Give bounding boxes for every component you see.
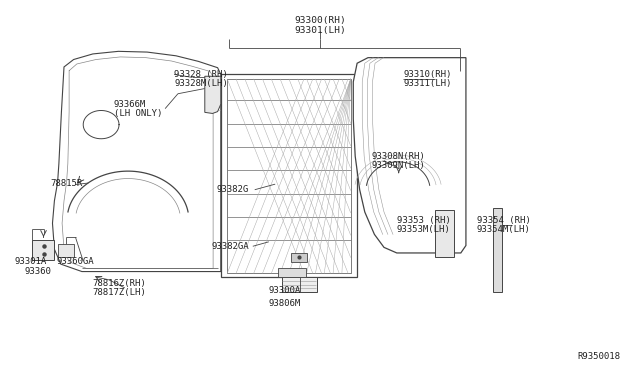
Polygon shape [221,74,357,277]
Polygon shape [435,210,454,257]
Text: 93806M: 93806M [269,299,301,308]
Text: 93309N(LH): 93309N(LH) [371,161,425,170]
Text: 93382GA: 93382GA [211,242,249,251]
Polygon shape [353,58,466,253]
Text: 93366M: 93366M [114,100,146,109]
Polygon shape [291,253,307,262]
Text: 93382G: 93382G [216,185,248,194]
Text: 93328 (RH): 93328 (RH) [174,70,228,79]
Text: 78816Z(RH): 78816Z(RH) [93,279,147,288]
Text: 93311(LH): 93311(LH) [403,79,452,88]
Text: 93301(LH): 93301(LH) [294,26,346,35]
Text: R9350018: R9350018 [578,352,621,361]
Polygon shape [278,268,306,277]
Polygon shape [493,208,502,292]
Text: 93300A: 93300A [269,286,301,295]
Text: 93301A: 93301A [14,257,46,266]
Text: 78817Z(LH): 78817Z(LH) [93,288,147,297]
Text: 93360: 93360 [24,267,51,276]
Polygon shape [282,277,317,292]
Polygon shape [52,51,221,272]
Polygon shape [32,240,54,260]
Text: 93353M(LH): 93353M(LH) [397,225,451,234]
Text: 93310(RH): 93310(RH) [403,70,452,79]
Text: 93308N(RH): 93308N(RH) [371,152,425,161]
Text: 93353 (RH): 93353 (RH) [397,216,451,225]
Text: (LH ONLY): (LH ONLY) [114,109,163,118]
Polygon shape [205,76,221,113]
Text: 93328M(LH): 93328M(LH) [174,79,228,88]
Text: 78815R: 78815R [50,179,82,187]
Text: 93354 (RH): 93354 (RH) [477,216,531,225]
Text: 93360GA: 93360GA [56,257,94,266]
Text: 93300(RH): 93300(RH) [294,16,346,25]
Polygon shape [58,244,74,257]
Text: 93354M(LH): 93354M(LH) [477,225,531,234]
